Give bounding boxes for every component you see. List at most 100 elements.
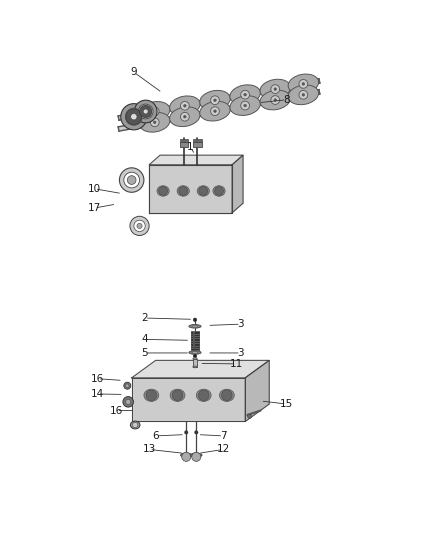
Text: 9: 9 — [131, 67, 137, 77]
Ellipse shape — [189, 351, 201, 354]
Polygon shape — [149, 165, 232, 213]
Circle shape — [214, 110, 216, 112]
Text: 3: 3 — [237, 348, 244, 358]
Bar — [191, 331, 199, 350]
Circle shape — [193, 318, 197, 321]
Bar — [180, 142, 188, 147]
Circle shape — [127, 176, 136, 184]
Bar — [193, 359, 197, 367]
Circle shape — [184, 116, 186, 118]
Text: 10: 10 — [88, 184, 101, 194]
Ellipse shape — [260, 79, 290, 99]
Circle shape — [124, 382, 131, 389]
Circle shape — [194, 431, 198, 434]
Ellipse shape — [180, 101, 189, 110]
Ellipse shape — [288, 85, 318, 104]
Polygon shape — [232, 155, 243, 213]
Circle shape — [137, 223, 142, 229]
Ellipse shape — [196, 389, 211, 401]
Text: 17: 17 — [88, 203, 101, 213]
Circle shape — [184, 104, 186, 107]
Circle shape — [193, 354, 197, 358]
Circle shape — [125, 108, 142, 125]
Ellipse shape — [271, 85, 279, 93]
Ellipse shape — [230, 96, 260, 116]
Bar — [193, 332, 195, 350]
Text: 7: 7 — [220, 431, 227, 441]
Ellipse shape — [230, 85, 260, 104]
Circle shape — [153, 110, 156, 112]
Ellipse shape — [170, 96, 200, 116]
Circle shape — [134, 220, 145, 231]
Circle shape — [138, 104, 153, 119]
Ellipse shape — [140, 112, 170, 132]
Circle shape — [123, 397, 134, 407]
Circle shape — [179, 187, 187, 195]
Circle shape — [244, 104, 247, 107]
Circle shape — [214, 99, 216, 102]
Text: 1: 1 — [187, 142, 194, 152]
Circle shape — [222, 390, 232, 400]
Circle shape — [198, 390, 209, 400]
Ellipse shape — [288, 74, 318, 94]
Circle shape — [215, 187, 223, 195]
Circle shape — [134, 100, 157, 123]
Ellipse shape — [241, 90, 250, 99]
Circle shape — [126, 109, 142, 125]
Polygon shape — [149, 155, 243, 165]
Ellipse shape — [131, 421, 140, 429]
Ellipse shape — [200, 101, 230, 121]
Circle shape — [302, 93, 305, 96]
Circle shape — [126, 399, 131, 405]
Text: 2: 2 — [141, 313, 148, 323]
Circle shape — [172, 390, 183, 400]
Ellipse shape — [150, 118, 159, 127]
Ellipse shape — [157, 185, 169, 196]
Ellipse shape — [144, 389, 159, 401]
Text: 4: 4 — [141, 334, 148, 344]
Ellipse shape — [260, 90, 290, 110]
Ellipse shape — [150, 107, 159, 116]
Ellipse shape — [299, 79, 308, 88]
Ellipse shape — [191, 453, 202, 457]
Text: 14: 14 — [91, 389, 104, 399]
Ellipse shape — [177, 185, 189, 196]
Ellipse shape — [197, 185, 209, 196]
Ellipse shape — [213, 185, 225, 196]
Ellipse shape — [299, 91, 308, 99]
Text: 11: 11 — [230, 359, 243, 369]
Circle shape — [120, 168, 144, 192]
Circle shape — [153, 121, 156, 124]
Circle shape — [302, 83, 305, 85]
Circle shape — [182, 453, 191, 462]
Ellipse shape — [180, 453, 192, 457]
Ellipse shape — [211, 96, 219, 104]
Circle shape — [131, 114, 137, 120]
Circle shape — [140, 106, 152, 118]
Circle shape — [274, 99, 276, 101]
Polygon shape — [132, 360, 269, 378]
Bar — [193, 139, 201, 142]
Ellipse shape — [189, 325, 201, 328]
Text: 6: 6 — [152, 431, 159, 441]
Ellipse shape — [180, 112, 189, 121]
Text: 16: 16 — [110, 406, 123, 416]
Circle shape — [130, 216, 149, 236]
Ellipse shape — [170, 107, 200, 126]
Text: 15: 15 — [280, 399, 293, 409]
Circle shape — [146, 390, 156, 400]
Ellipse shape — [193, 358, 197, 359]
Ellipse shape — [211, 107, 219, 116]
Text: 3: 3 — [237, 319, 244, 329]
Text: 8: 8 — [283, 95, 290, 104]
Ellipse shape — [170, 389, 185, 401]
Ellipse shape — [219, 389, 234, 401]
Bar — [180, 139, 188, 142]
Bar — [193, 142, 201, 147]
Circle shape — [126, 384, 129, 387]
Ellipse shape — [241, 101, 250, 110]
Circle shape — [133, 422, 138, 427]
Circle shape — [143, 109, 148, 114]
Polygon shape — [118, 90, 320, 131]
Circle shape — [199, 187, 208, 195]
